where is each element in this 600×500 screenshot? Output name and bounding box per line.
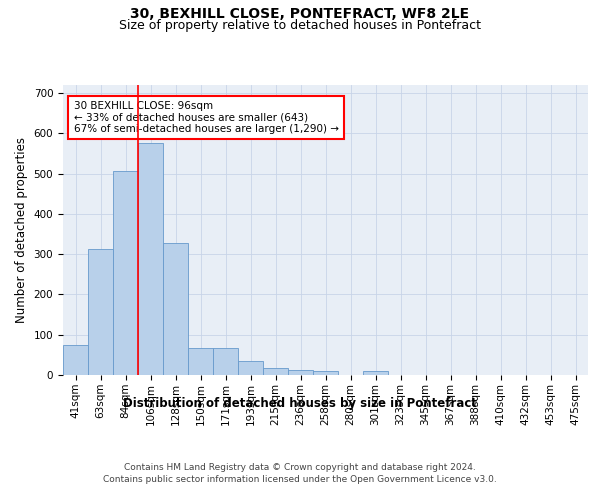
Bar [213,348,238,375]
Text: Distribution of detached houses by size in Pontefract: Distribution of detached houses by size … [123,398,477,410]
Bar [288,370,313,375]
Y-axis label: Number of detached properties: Number of detached properties [15,137,28,323]
Bar [188,348,213,375]
Text: Contains HM Land Registry data © Crown copyright and database right 2024.: Contains HM Land Registry data © Crown c… [124,462,476,471]
Bar [363,372,388,375]
Bar [138,144,163,375]
Bar [113,171,138,375]
Bar [88,250,113,375]
Bar [313,370,338,375]
Text: 30 BEXHILL CLOSE: 96sqm
← 33% of detached houses are smaller (643)
67% of semi-d: 30 BEXHILL CLOSE: 96sqm ← 33% of detache… [74,101,338,134]
Bar [238,361,263,375]
Bar [63,345,88,375]
Bar [263,368,288,375]
Text: 30, BEXHILL CLOSE, PONTEFRACT, WF8 2LE: 30, BEXHILL CLOSE, PONTEFRACT, WF8 2LE [130,8,470,22]
Text: Size of property relative to detached houses in Pontefract: Size of property relative to detached ho… [119,19,481,32]
Bar [163,244,188,375]
Text: Contains public sector information licensed under the Open Government Licence v3: Contains public sector information licen… [103,475,497,484]
